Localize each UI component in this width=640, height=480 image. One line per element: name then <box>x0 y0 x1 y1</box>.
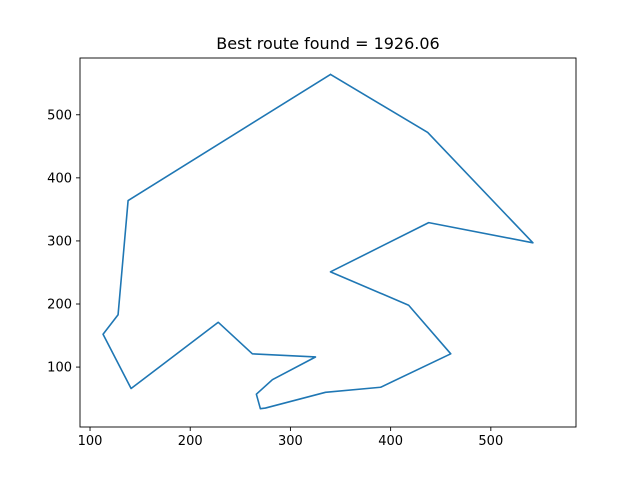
y-tick-label: 200 <box>47 298 72 313</box>
plot-area <box>79 57 577 428</box>
y-tick-label: 100 <box>47 361 72 376</box>
chart-title: Best route found = 1926.06 <box>216 34 439 53</box>
y-axis: 100 200 300 400 500 <box>47 108 80 376</box>
x-axis: 100 200 300 400 500 <box>78 427 503 449</box>
y-tick-label: 300 <box>47 234 72 249</box>
x-tick-label: 500 <box>478 434 503 449</box>
y-tick-label: 400 <box>47 171 72 186</box>
x-tick-label: 200 <box>178 434 203 449</box>
x-tick-label: 400 <box>378 434 403 449</box>
x-tick-label: 100 <box>78 434 103 449</box>
plot-frame <box>79 57 577 428</box>
y-tick-label: 500 <box>47 108 72 123</box>
x-tick-label: 300 <box>278 434 303 449</box>
route-line <box>102 73 534 410</box>
